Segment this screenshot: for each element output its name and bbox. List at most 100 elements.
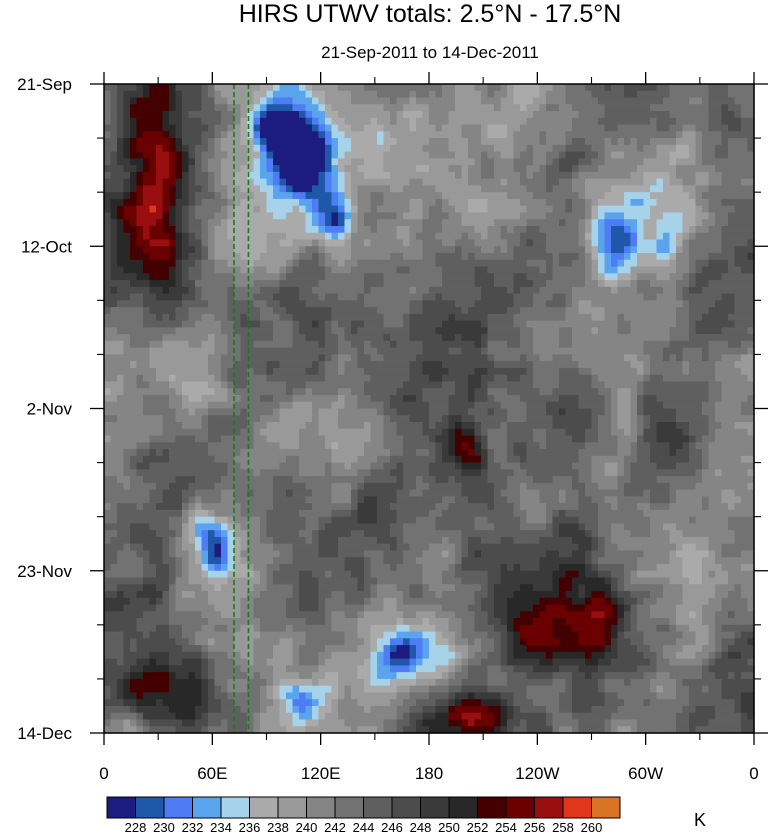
field-cell (682, 225, 690, 234)
field-cell (656, 320, 664, 328)
field-cell (377, 307, 385, 315)
field-cell (390, 144, 398, 153)
field-cell (221, 158, 229, 166)
field-cell (136, 388, 144, 396)
field-cell (143, 388, 151, 396)
field-cell (591, 165, 599, 173)
field-cell (312, 124, 320, 132)
field-cell (344, 347, 352, 356)
field-cell (299, 300, 307, 308)
field-cell (591, 381, 599, 389)
field-cell (578, 205, 586, 214)
field-cell (487, 307, 495, 315)
field-cell (598, 192, 606, 200)
field-cell (338, 307, 346, 315)
field-cell (526, 381, 534, 389)
field-cell (175, 286, 183, 295)
field-cell (201, 138, 209, 146)
field-cell (253, 158, 261, 166)
field-cell (435, 232, 443, 241)
field-cell (351, 334, 359, 342)
field-cell (201, 347, 209, 356)
field-cell (331, 293, 339, 301)
field-cell (130, 124, 138, 132)
field-cell (130, 144, 138, 153)
field-cell (682, 300, 690, 308)
field-cell (500, 124, 508, 132)
field-cell (195, 388, 203, 396)
field-cell (669, 165, 677, 173)
field-cell (546, 144, 554, 153)
field-cell (143, 300, 151, 308)
field-cell (630, 165, 638, 173)
field-cell (143, 293, 151, 301)
field-cell (390, 138, 398, 146)
field-cell (741, 259, 749, 268)
field-cell (663, 205, 671, 214)
field-cell (292, 212, 300, 220)
field-cell (507, 165, 515, 173)
field-cell (318, 347, 326, 356)
field-cell (409, 239, 417, 247)
field-cell (533, 307, 541, 315)
field-cell (689, 347, 697, 356)
field-cell (110, 198, 118, 207)
field-cell (175, 232, 183, 241)
field-cell (585, 374, 593, 383)
field-cell (149, 131, 157, 139)
field-cell (351, 340, 359, 349)
field-cell (598, 124, 606, 132)
field-cell (689, 367, 697, 376)
field-cell (331, 198, 339, 207)
field-cell (578, 225, 586, 234)
field-cell (123, 205, 131, 214)
field-cell (266, 138, 274, 146)
field-cell (221, 165, 229, 173)
field-cell (689, 340, 697, 349)
field-cell (253, 307, 261, 315)
field-cell (702, 307, 710, 315)
field-cell (500, 401, 508, 410)
field-cell (104, 394, 112, 403)
field-cell (734, 286, 742, 295)
field-cell (474, 273, 482, 281)
field-cell (416, 192, 424, 200)
field-cell (481, 280, 489, 288)
field-cell (286, 347, 294, 356)
field-cell (572, 117, 580, 126)
field-cell (533, 84, 541, 92)
field-cell (728, 131, 736, 139)
field-cell (312, 340, 320, 349)
field-cell (312, 138, 320, 146)
field-cell (715, 320, 723, 328)
field-cell (559, 171, 567, 180)
field-cell (585, 401, 593, 410)
field-cell (344, 185, 352, 193)
field-cell (481, 225, 489, 234)
field-cell (539, 185, 547, 193)
field-cell (117, 232, 125, 241)
field-cell (292, 300, 300, 308)
field-cell (299, 90, 307, 99)
field-cell (156, 225, 164, 234)
field-cell (156, 138, 164, 146)
field-cell (240, 388, 248, 396)
field-cell (695, 388, 703, 396)
field-cell (747, 259, 755, 268)
field-cell (117, 90, 125, 99)
field-cell (507, 347, 515, 356)
field-cell (338, 205, 346, 214)
field-cell (637, 327, 645, 335)
field-cell (611, 104, 619, 112)
field-cell (195, 374, 203, 383)
field-cell (130, 171, 138, 180)
field-cell (286, 246, 294, 254)
field-cell (383, 300, 391, 308)
field-cell (487, 374, 495, 383)
field-cell (156, 239, 164, 247)
field-cell (260, 415, 268, 423)
field-cell (526, 171, 534, 180)
field-cell (390, 415, 398, 423)
field-cell (708, 388, 716, 396)
field-cell (682, 97, 690, 105)
